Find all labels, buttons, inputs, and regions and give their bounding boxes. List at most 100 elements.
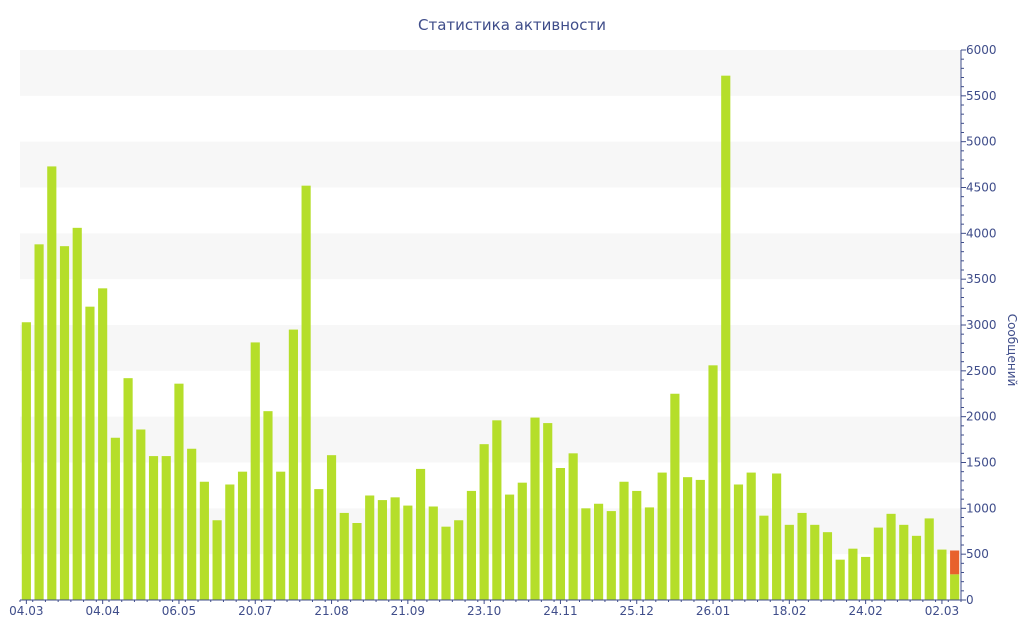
bar [683, 477, 693, 600]
bar [314, 489, 324, 600]
bar [466, 490, 477, 600]
bar [861, 556, 871, 600]
bar [390, 497, 400, 600]
bar [98, 288, 108, 600]
bar [721, 75, 731, 600]
bar [85, 306, 95, 600]
bar-current [950, 550, 960, 575]
y-tick-label: 1000 [966, 501, 997, 515]
bar [708, 365, 718, 600]
bar [822, 532, 833, 600]
bar [797, 512, 807, 600]
bar [110, 437, 120, 600]
bar [250, 342, 260, 600]
bar [581, 508, 591, 600]
grid-band [20, 508, 961, 555]
bar [619, 481, 629, 600]
x-tick-label: 18.02 [772, 604, 806, 618]
y-tick-label: 6000 [966, 43, 997, 57]
y-tick-label: 500 [966, 547, 989, 561]
x-tick-label: 04.03 [9, 604, 43, 618]
bar [441, 526, 451, 600]
y-tick-label: 1500 [966, 456, 997, 470]
bar [568, 453, 578, 600]
bar [276, 471, 286, 600]
bar [504, 494, 515, 600]
x-tick-label: 24.02 [848, 604, 882, 618]
y-tick-label: 2500 [966, 364, 997, 378]
bar [47, 166, 57, 600]
bar [34, 244, 44, 601]
y-tick-label: 5000 [966, 135, 997, 149]
bar [377, 500, 387, 600]
bar [950, 574, 960, 600]
bar [695, 479, 705, 600]
grid-band [20, 416, 961, 463]
bar [759, 515, 769, 600]
bar [365, 495, 375, 600]
bar [212, 520, 222, 600]
bar [784, 524, 794, 600]
bar [59, 246, 70, 600]
bar [123, 378, 133, 600]
y-tick-label: 5500 [966, 89, 997, 103]
bar [924, 518, 934, 600]
x-tick-label: 04.04 [85, 604, 119, 618]
bar [21, 322, 31, 600]
bar [848, 548, 858, 600]
chart-title: Статистика активности [418, 16, 606, 34]
bar [288, 329, 298, 600]
bar [746, 472, 756, 600]
y-axis-title: Сообщений [1005, 314, 1019, 387]
bar [530, 417, 540, 600]
bar [428, 506, 438, 600]
x-tick-label: 20.07 [238, 604, 272, 618]
y-tick-label: 4500 [966, 181, 997, 195]
x-tick-label: 26.01 [696, 604, 730, 618]
grid-band [20, 141, 961, 188]
bar [136, 429, 146, 600]
x-tick-label: 21.08 [314, 604, 348, 618]
bar [835, 559, 845, 600]
bar [454, 520, 464, 600]
y-tick-label: 4000 [966, 226, 997, 240]
grid-band [20, 233, 961, 280]
bar [339, 512, 349, 600]
bar [606, 511, 616, 600]
y-tick-label: 0 [966, 593, 974, 607]
bar [415, 468, 426, 600]
bar [492, 420, 502, 600]
bar [899, 524, 909, 600]
x-tick-label: 23.10 [467, 604, 501, 618]
bar [237, 471, 248, 600]
bar [161, 456, 171, 600]
bar [644, 507, 655, 600]
bar [670, 393, 680, 600]
bar [479, 444, 489, 600]
x-tick-label: 24.11 [543, 604, 577, 618]
bar [517, 482, 527, 600]
bar [657, 472, 667, 600]
bar [632, 490, 642, 600]
bar [263, 411, 273, 600]
bar [199, 481, 209, 600]
bar [873, 527, 883, 600]
x-tick-label: 21.09 [391, 604, 425, 618]
bar [301, 185, 311, 600]
y-tick-label: 2000 [966, 410, 997, 424]
y-tick-label: 3500 [966, 272, 997, 286]
bar [594, 503, 604, 600]
y-tick-label: 3000 [966, 318, 997, 332]
bar [810, 524, 820, 600]
bar [937, 549, 947, 600]
bar [148, 456, 159, 600]
grid-band [20, 325, 961, 371]
bar [555, 468, 566, 600]
x-tick-label: 25.12 [620, 604, 654, 618]
bar [326, 455, 337, 600]
x-tick-label: 06.05 [162, 604, 196, 618]
bar [187, 448, 197, 600]
grid-band [20, 50, 961, 96]
bar [174, 383, 184, 600]
